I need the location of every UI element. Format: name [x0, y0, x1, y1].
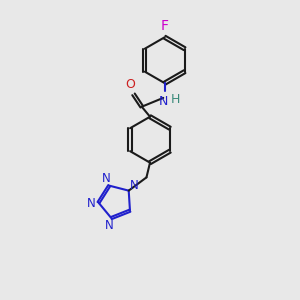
Text: N: N	[102, 172, 111, 185]
Text: N: N	[105, 219, 114, 232]
Text: N: N	[86, 196, 95, 210]
Text: O: O	[125, 78, 135, 91]
Text: F: F	[161, 19, 169, 33]
Text: N: N	[159, 95, 168, 108]
Text: N: N	[130, 179, 139, 192]
Text: H: H	[171, 93, 181, 106]
